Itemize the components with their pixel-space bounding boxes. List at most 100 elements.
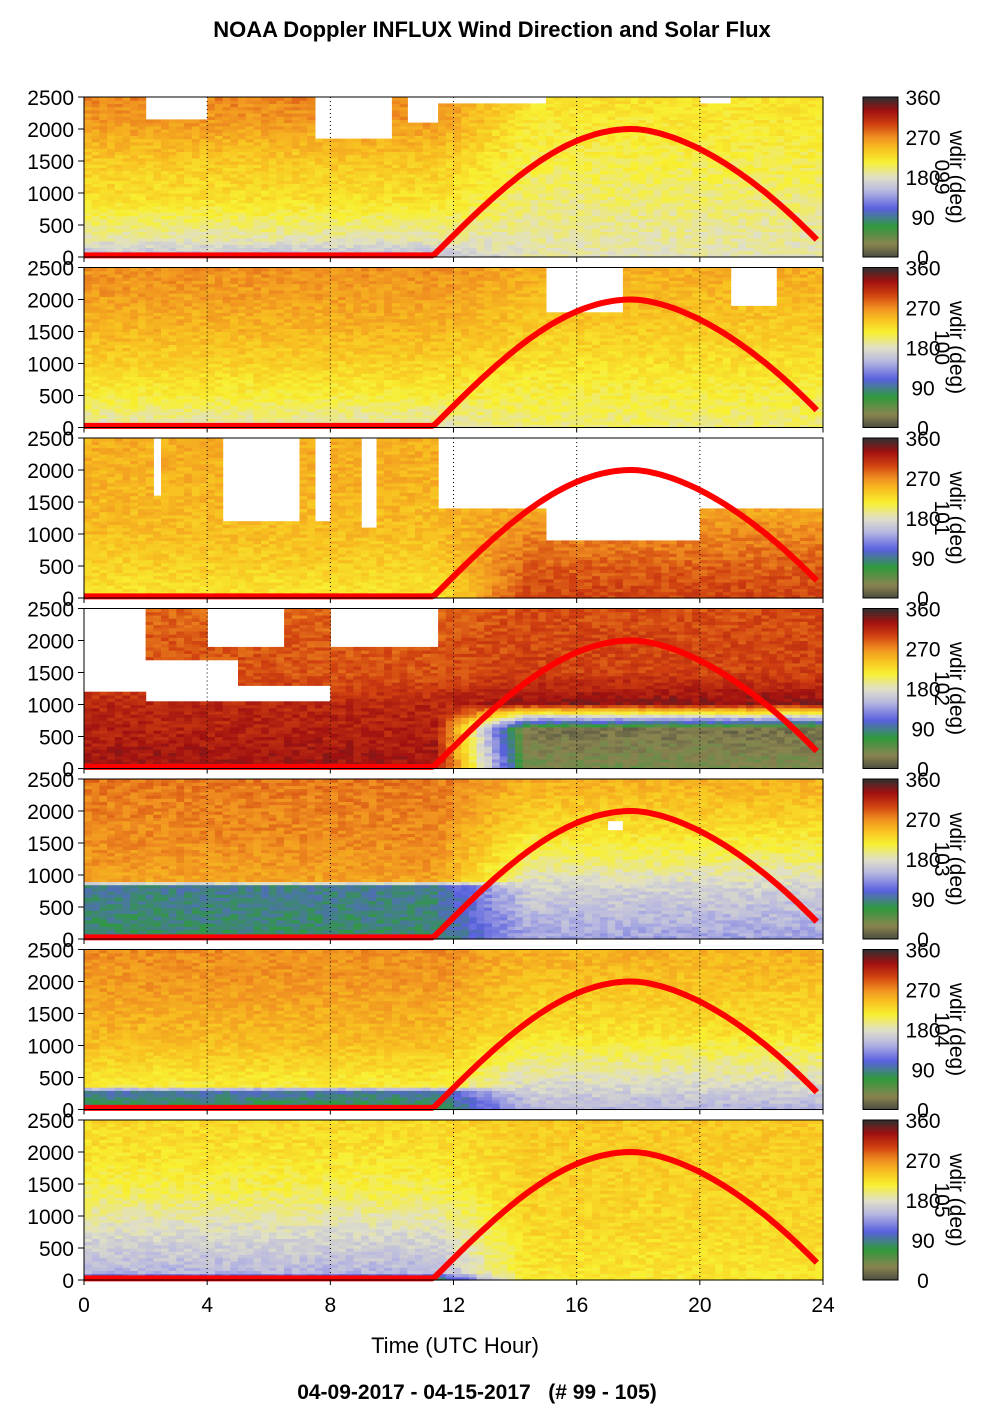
heatmap-cell bbox=[161, 225, 170, 229]
heatmap-cell bbox=[592, 164, 601, 168]
heatmap-cell bbox=[230, 164, 239, 168]
heatmap-cell bbox=[107, 135, 116, 140]
heatmap-cell bbox=[499, 196, 508, 200]
heatmap-cell bbox=[407, 234, 416, 239]
heatmap-cell bbox=[214, 148, 224, 152]
heatmap-cell bbox=[153, 221, 162, 226]
heatmap-cell bbox=[461, 186, 470, 191]
heatmap-cell bbox=[330, 225, 339, 229]
heatmap-cell bbox=[122, 209, 131, 213]
heatmap-cell bbox=[322, 141, 331, 146]
heatmap-cell bbox=[538, 164, 547, 168]
heatmap-cell bbox=[599, 212, 609, 216]
heatmap-cell bbox=[345, 215, 354, 220]
heatmap-cell bbox=[245, 247, 254, 252]
heatmap-cell bbox=[622, 237, 632, 242]
heatmap-cell bbox=[561, 228, 570, 232]
heatmap-cell bbox=[284, 100, 293, 104]
heatmap-cell bbox=[345, 244, 354, 248]
heatmap-cell bbox=[153, 186, 162, 191]
heatmap-cell bbox=[607, 119, 616, 124]
heatmap-cell bbox=[353, 189, 362, 194]
heatmap-cell bbox=[630, 148, 639, 152]
heatmap-cell bbox=[207, 225, 216, 229]
heatmap-cell bbox=[145, 183, 154, 188]
heatmap-cell bbox=[330, 161, 339, 165]
heatmap-cell bbox=[145, 247, 154, 252]
heatmap-cell bbox=[238, 199, 247, 204]
heatmap-cell bbox=[214, 138, 224, 143]
heatmap-cell bbox=[245, 141, 254, 146]
heatmap-cell bbox=[461, 167, 470, 172]
heatmap-cell bbox=[214, 234, 224, 239]
heatmap-cell bbox=[492, 129, 501, 133]
heatmap-cell bbox=[592, 183, 601, 188]
heatmap-cell bbox=[461, 244, 470, 248]
heatmap-cell bbox=[191, 186, 201, 191]
heatmap-cell bbox=[592, 225, 601, 229]
heatmap-cell bbox=[284, 237, 293, 242]
heatmap-cell bbox=[268, 202, 278, 207]
heatmap-cell bbox=[214, 209, 224, 213]
heatmap-cell bbox=[199, 247, 208, 252]
heatmap-cell bbox=[453, 113, 462, 117]
heatmap-cell bbox=[430, 141, 439, 146]
heatmap-cell bbox=[214, 186, 224, 191]
heatmap-cell bbox=[530, 103, 539, 108]
heatmap-cell bbox=[499, 164, 508, 168]
heatmap-cell bbox=[484, 135, 493, 140]
heatmap-cell bbox=[222, 209, 231, 213]
heatmap-cell bbox=[168, 154, 177, 159]
heatmap-cell bbox=[284, 202, 293, 207]
heatmap-cell bbox=[130, 138, 139, 143]
heatmap-cell bbox=[499, 193, 508, 197]
heatmap-cell bbox=[114, 221, 124, 226]
heatmap-cell bbox=[161, 212, 170, 216]
heatmap-cell bbox=[122, 161, 131, 165]
heatmap-cell bbox=[630, 132, 639, 136]
heatmap-cell bbox=[422, 221, 431, 226]
heatmap-cell bbox=[507, 135, 516, 140]
heatmap-cell bbox=[407, 125, 416, 130]
heatmap-cell bbox=[584, 167, 593, 172]
heatmap-cell bbox=[507, 202, 516, 207]
heatmap-cell bbox=[438, 154, 447, 159]
heatmap-cell bbox=[484, 145, 493, 149]
heatmap-cell bbox=[145, 180, 154, 184]
heatmap-cell bbox=[522, 237, 532, 242]
heatmap-cell bbox=[538, 135, 547, 140]
heatmap-cell bbox=[515, 145, 524, 149]
heatmap-cell bbox=[176, 125, 185, 130]
heatmap-cell bbox=[461, 199, 470, 204]
heatmap-cell bbox=[530, 196, 539, 200]
heatmap-cell bbox=[592, 135, 601, 140]
heatmap-cell bbox=[538, 225, 547, 229]
heatmap-cell bbox=[368, 205, 378, 210]
heatmap-cell bbox=[261, 228, 270, 232]
heatmap-cell bbox=[584, 218, 593, 223]
heatmap-cell bbox=[430, 241, 439, 245]
heatmap-cell bbox=[553, 170, 562, 175]
heatmap-cell bbox=[391, 196, 401, 200]
heatmap-cell bbox=[207, 164, 216, 168]
heatmap-cell bbox=[538, 122, 547, 127]
heatmap-cell bbox=[776, 97, 786, 101]
heatmap-cell bbox=[345, 145, 354, 149]
heatmap-cell bbox=[499, 241, 508, 245]
heatmap-cell bbox=[399, 141, 408, 146]
heatmap-cell bbox=[484, 138, 493, 143]
heatmap-cell bbox=[191, 167, 201, 172]
heatmap-cell bbox=[538, 215, 547, 220]
heatmap-cell bbox=[376, 177, 385, 181]
heatmap-cell bbox=[114, 148, 124, 152]
heatmap-cell bbox=[276, 109, 285, 114]
heatmap-cell bbox=[114, 151, 124, 156]
heatmap-cell bbox=[515, 244, 524, 248]
heatmap-cell bbox=[291, 244, 301, 248]
heatmap-cell bbox=[176, 129, 185, 133]
heatmap-cell bbox=[391, 145, 401, 149]
heatmap-cell bbox=[137, 234, 147, 239]
heatmap-cell bbox=[222, 193, 231, 197]
heatmap-cell bbox=[122, 138, 131, 143]
heatmap-cell bbox=[299, 167, 308, 172]
